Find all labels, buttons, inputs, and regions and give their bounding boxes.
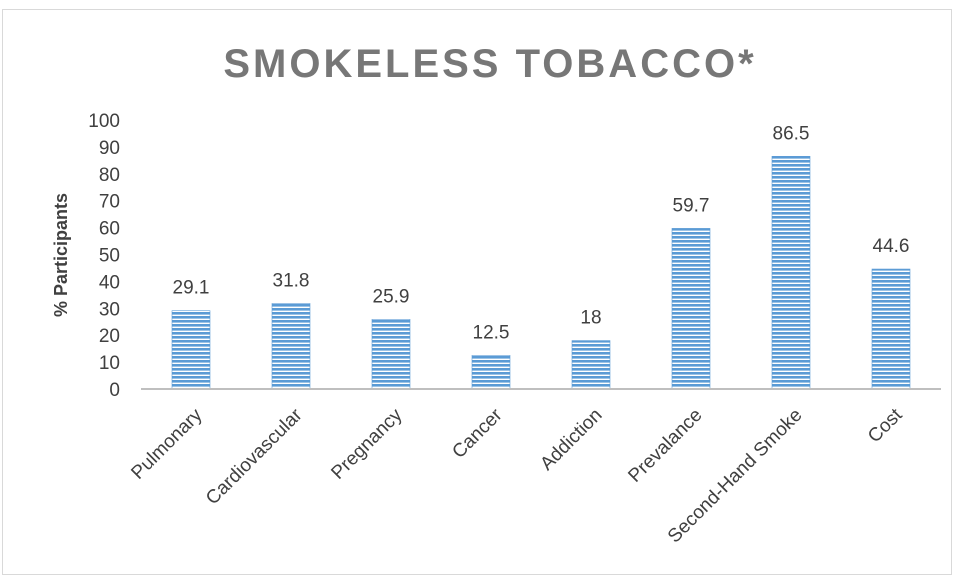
y-tick-label: 50 [99, 246, 120, 267]
data-label: 18 [580, 308, 601, 329]
data-label: 44.6 [873, 236, 910, 257]
bar [471, 355, 511, 390]
bar [571, 340, 611, 390]
y-tick-label: 20 [99, 326, 120, 347]
y-tick-label: 100 [88, 111, 120, 132]
y-tick-label: 30 [99, 299, 120, 320]
y-axis-label: % Participants [51, 193, 71, 317]
data-labels: 29.1 31.8 25.9 12.5 18 59.7 86.5 44.6 [173, 123, 910, 343]
category-label: Cancer [448, 404, 507, 463]
y-tick-label: 90 [99, 138, 120, 159]
y-tick-label: 0 [109, 380, 120, 401]
bar [871, 268, 911, 390]
data-label: 29.1 [173, 278, 210, 299]
category-label: Addiction [536, 405, 606, 475]
category-label: Pregnancy [327, 404, 406, 483]
y-tick-label: 10 [99, 353, 120, 374]
bar [171, 310, 211, 390]
category-label: Cardiovascular [202, 404, 307, 509]
data-label: 59.7 [673, 195, 710, 216]
category-label: Prevalance [624, 405, 706, 487]
y-tick-label: 70 [99, 192, 120, 213]
bar [771, 156, 811, 390]
y-tick-label: 80 [99, 165, 120, 186]
category-label: Cost [864, 404, 907, 447]
chart-title: SMOKELESS TOBACCO* [223, 42, 756, 86]
data-label: 86.5 [773, 123, 810, 144]
bar [371, 319, 411, 390]
bar [671, 228, 711, 390]
bar [271, 303, 311, 390]
bars [171, 156, 911, 390]
data-label: 31.8 [273, 270, 310, 291]
y-axis-ticks: 0 10 20 30 40 50 60 70 80 90 100 [88, 111, 120, 401]
data-label: 12.5 [473, 322, 510, 343]
y-tick-label: 60 [99, 219, 120, 240]
y-tick-label: 40 [99, 272, 120, 293]
data-label: 25.9 [373, 286, 410, 307]
category-label: Pulmonary [127, 404, 206, 483]
